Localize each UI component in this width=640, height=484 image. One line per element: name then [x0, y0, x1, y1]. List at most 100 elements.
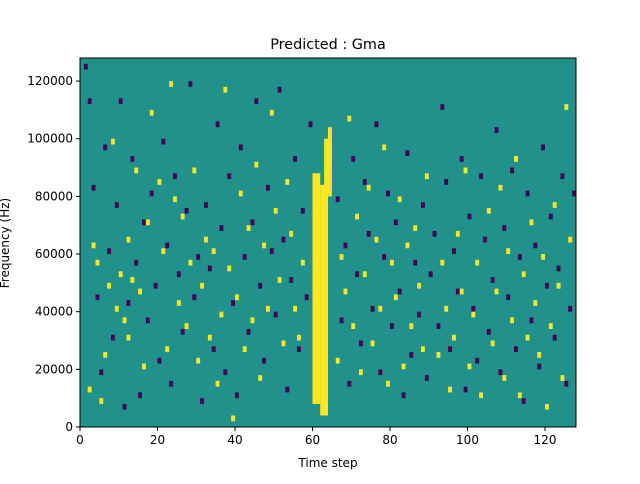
- heatmap-cell-high: [254, 161, 259, 168]
- heatmap-cell-low: [459, 156, 464, 162]
- heatmap-cell-low: [510, 167, 514, 174]
- heatmap-cell-high: [111, 138, 115, 145]
- heatmap-cell-low: [215, 121, 220, 128]
- heatmap-cell-low: [560, 173, 565, 180]
- heatmap-cell-high: [165, 346, 170, 353]
- heatmap-cell-high: [436, 352, 441, 358]
- heatmap-cell-high: [238, 190, 243, 197]
- heatmap-cell-high: [564, 104, 569, 110]
- heatmap-cell-low: [223, 369, 228, 376]
- heatmap-cell-low: [161, 138, 166, 145]
- x-axis-ticks: 0 20 40 60 80 100 120: [76, 427, 556, 447]
- heatmap-cell-high: [459, 288, 464, 295]
- heatmap-cell-low: [83, 63, 88, 70]
- heatmap-cell-high: [568, 236, 573, 243]
- heatmap-cell-high: [502, 375, 507, 381]
- heatmap-cell-high: [266, 305, 270, 312]
- heatmap-cell-high: [374, 236, 379, 243]
- heatmap-cell-high: [196, 357, 201, 364]
- heatmap-cell-high: [126, 236, 131, 243]
- heatmap-cell-low: [204, 202, 208, 208]
- heatmap-cell-high: [452, 334, 456, 341]
- heatmap-cell-low: [409, 352, 414, 358]
- heatmap-cell-high: [382, 144, 387, 151]
- heatmap-cell-high: [173, 196, 177, 203]
- heatmap-cell-low: [293, 156, 297, 162]
- heatmap-cell-low: [494, 127, 499, 133]
- heatmap-cell-low: [289, 277, 294, 283]
- heatmap-cell-high: [130, 277, 135, 283]
- heatmap-cell-low: [556, 265, 561, 272]
- heatmap-cell-low: [103, 144, 108, 151]
- heatmap-cell-low: [335, 196, 340, 203]
- heatmap-cell-low: [111, 334, 115, 341]
- heatmap-cell-high: [91, 242, 96, 249]
- heatmap-cell-low: [122, 403, 127, 410]
- heatmap-cell-low: [568, 305, 573, 312]
- heatmap-cell-high: [521, 271, 526, 278]
- x-tick-label: 120: [534, 433, 557, 447]
- heatmap-cell-high: [242, 346, 247, 353]
- heatmap-cell-high: [355, 213, 359, 220]
- heatmap-cell-high: [552, 202, 557, 208]
- heatmap-cell-high: [285, 179, 290, 185]
- heatmap-cell-low: [572, 190, 576, 197]
- heatmap-cell-high: [529, 219, 534, 226]
- heatmap-cell-high: [118, 271, 123, 278]
- heatmap-cell-high: [556, 282, 561, 289]
- heatmap-cell-high: [370, 340, 375, 347]
- heatmap-cell-high: [397, 196, 402, 203]
- heatmap-cell-high: [386, 380, 390, 387]
- heatmap-cell-low: [479, 173, 483, 180]
- chart-title: Predicted : Gma: [270, 37, 386, 53]
- heatmap-cell-high: [467, 363, 472, 370]
- heatmap-cell-low: [548, 213, 553, 220]
- heatmap-cell-high: [192, 167, 197, 174]
- heatmap-cell-high: [545, 403, 549, 410]
- heatmap-cell-high: [366, 184, 371, 191]
- heatmap-cell-high: [95, 259, 100, 266]
- heatmap-cell-high: [525, 334, 530, 341]
- heatmap-cell-low: [390, 323, 394, 329]
- x-tick-label: 20: [150, 433, 165, 447]
- heatmap-cell-low: [149, 190, 154, 197]
- heatmap-cell-high: [180, 213, 185, 220]
- heatmap-cell-high: [378, 305, 383, 312]
- heatmap-cell-high: [498, 184, 503, 191]
- heatmap-cell-high: [351, 323, 356, 329]
- heatmap-cell-high: [409, 323, 414, 329]
- heatmap-cell-low: [517, 254, 522, 260]
- heatmap-cell-high: [227, 265, 232, 272]
- heatmap-cell-high: [560, 375, 565, 381]
- heatmap-cell-high: [413, 225, 418, 231]
- heatmap-cell-high: [142, 363, 146, 370]
- heatmap-cell-low: [436, 323, 441, 329]
- heatmap-cell-low: [211, 346, 216, 353]
- heatmap-cell-high: [297, 334, 301, 341]
- heatmap-cell-high: [335, 357, 340, 364]
- heatmap-high-region: [320, 184, 328, 416]
- heatmap-cell-low: [362, 179, 367, 185]
- heatmap-cell-low: [95, 294, 100, 301]
- heatmap-cell-high: [246, 225, 251, 231]
- heatmap-cell-low: [231, 300, 235, 306]
- heatmap-cell-high: [444, 305, 449, 312]
- heatmap-cell-high: [448, 386, 452, 393]
- heatmap-cell-high: [517, 392, 522, 399]
- heatmap-cell-low: [91, 184, 96, 191]
- x-tick-label: 60: [305, 433, 320, 447]
- heatmap-cell-low: [428, 271, 433, 278]
- heatmap-cell-low: [196, 254, 201, 260]
- heatmap-cell-high: [486, 207, 491, 214]
- heatmap-cell-low: [370, 305, 375, 312]
- heatmap-cell-low: [219, 225, 224, 231]
- heatmap-cell-high: [421, 346, 425, 353]
- heatmap-cell-low: [273, 311, 278, 318]
- heatmap-cell-low: [107, 248, 111, 255]
- heatmap-cell-low: [207, 265, 212, 272]
- heatmap-cell-high: [235, 294, 239, 301]
- heatmap-cell-high: [161, 248, 166, 255]
- heatmap-cell-low: [506, 294, 511, 301]
